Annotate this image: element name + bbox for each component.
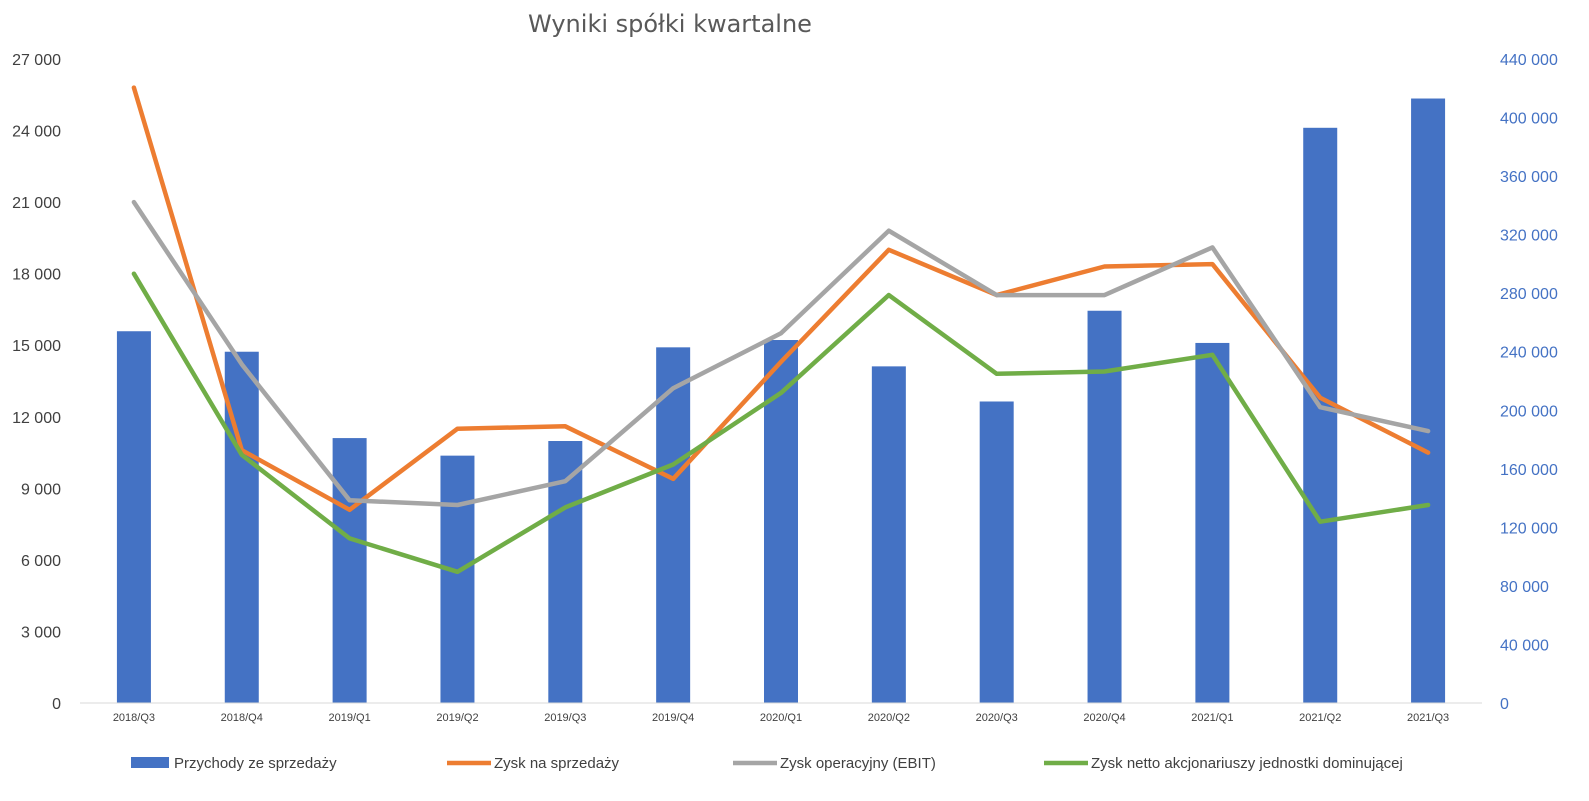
- x-axis-tick-label: 2020/Q1: [760, 712, 802, 724]
- left-axis-tick-label: 9 000: [21, 481, 61, 498]
- bar: [656, 347, 691, 703]
- bar: [1303, 127, 1338, 704]
- bar: [332, 438, 367, 703]
- left-axis-tick-label: 21 000: [12, 195, 61, 212]
- x-axis-tick-label: 2019/Q3: [544, 712, 586, 724]
- left-axis-tick-label: 3 000: [21, 624, 61, 641]
- left-axis-tick-label: 0: [52, 696, 61, 713]
- bar: [1195, 342, 1230, 703]
- left-axis-tick-label: 12 000: [12, 410, 61, 427]
- x-axis-tick-label: 2021/Q3: [1407, 712, 1449, 724]
- legend-label: Zysk na sprzedaży: [494, 755, 620, 772]
- legend-item: Zysk netto akcjonariuszy jednostki domin…: [1044, 755, 1403, 772]
- x-axis-tick-label: 2019/Q1: [329, 712, 371, 724]
- left-axis-tick-label: 18 000: [12, 267, 61, 284]
- right-axis-tick-label: 360 000: [1500, 169, 1558, 186]
- legend-item: Zysk operacyjny (EBIT): [733, 755, 936, 772]
- series-line: [131, 199, 1431, 508]
- right-axis-tick-label: 440 000: [1500, 52, 1558, 69]
- left-axis-tick-label: 15 000: [12, 338, 61, 355]
- chart-title: Wyniki spółki kwartalne: [528, 10, 812, 38]
- left-axis-tick-labels: 0 3 000 6 000 9 000 12 000 15 000 18 000 21 000…: [12, 52, 61, 713]
- bar: [1411, 98, 1446, 703]
- line-series: [131, 85, 1431, 575]
- legend-label: Zysk netto akcjonariuszy jednostki domin…: [1091, 755, 1403, 772]
- bar: [116, 331, 151, 703]
- right-axis-tick-label: 200 000: [1500, 403, 1558, 420]
- right-axis-tick-label: 120 000: [1500, 520, 1558, 537]
- bar: [871, 366, 906, 703]
- series-line: [131, 85, 1431, 513]
- series-line: [131, 271, 1431, 575]
- right-axis-tick-label: 320 000: [1500, 228, 1558, 245]
- bar: [440, 455, 475, 703]
- legend-label: Przychody ze sprzedaży: [174, 755, 337, 772]
- right-axis-tick-label: 400 000: [1500, 111, 1558, 128]
- x-axis-tick-label: 2018/Q3: [113, 712, 155, 724]
- right-axis-tick-label: 240 000: [1500, 345, 1558, 362]
- legend-item: Zysk na sprzedaży: [447, 755, 620, 772]
- bars-series: [116, 98, 1446, 704]
- x-axis-tick-label: 2020/Q2: [868, 712, 910, 724]
- x-axis-tick-label: 2021/Q2: [1299, 712, 1341, 724]
- legend-label: Zysk operacyjny (EBIT): [780, 755, 936, 772]
- right-axis-tick-label: 80 000: [1500, 579, 1549, 596]
- x-axis-tick-labels: 2018/Q3 2018/Q4 2019/Q1 2019/Q2 2019/Q3 2019/…: [113, 712, 1449, 724]
- x-axis-tick-label: 2019/Q2: [436, 712, 478, 724]
- legend-item: Przychody ze sprzedaży: [131, 755, 337, 772]
- right-axis-tick-label: 40 000: [1500, 637, 1549, 654]
- left-axis-tick-label: 24 000: [12, 124, 61, 141]
- bar: [1087, 310, 1122, 703]
- x-axis-tick-label: 2020/Q3: [976, 712, 1018, 724]
- right-axis-tick-label: 0: [1500, 696, 1509, 713]
- x-axis-tick-label: 2020/Q4: [1083, 712, 1125, 724]
- x-axis-tick-label: 2019/Q4: [652, 712, 694, 724]
- x-axis-tick-label: 2021/Q1: [1191, 712, 1233, 724]
- legend: Przychody ze sprzedaży Zysk na sprzedaży Z…: [131, 755, 1403, 772]
- x-axis-tick-label: 2018/Q4: [221, 712, 263, 724]
- left-axis-tick-label: 27 000: [12, 52, 61, 69]
- right-axis-tick-labels: 0 40 000 80 000 120 000 160 000 200 000 240 00…: [1500, 52, 1558, 713]
- left-axis-tick-label: 6 000: [21, 553, 61, 570]
- legend-swatch: [131, 757, 169, 768]
- bar: [979, 401, 1014, 703]
- right-axis-tick-label: 280 000: [1500, 286, 1558, 303]
- right-axis-tick-label: 160 000: [1500, 462, 1558, 479]
